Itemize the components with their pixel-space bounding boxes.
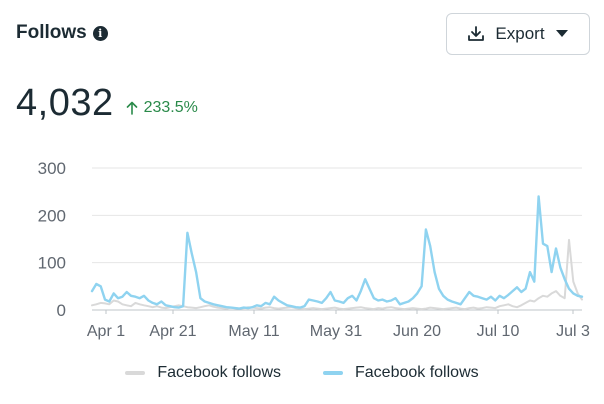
page-title: Follows (16, 22, 87, 43)
legend-item-previous[interactable]: Facebook follows (125, 364, 281, 382)
caret-down-icon (555, 30, 568, 37)
series-line-current (90, 195, 584, 310)
legend-label-current: Facebook follows (355, 364, 479, 381)
legend-swatch-current (323, 371, 343, 375)
y-tick-label: 0 (57, 301, 66, 320)
metric-summary: 4,032 233.5% (16, 82, 198, 125)
x-tick-label: Apr 21 (149, 323, 196, 340)
x-tick-label: Apr 1 (87, 323, 125, 340)
arrow-up-icon (126, 101, 137, 115)
y-tick-label: 300 (38, 159, 66, 178)
metric-value: 4,032 (16, 82, 114, 124)
download-icon (468, 26, 485, 41)
legend-item-current[interactable]: Facebook follows (323, 364, 479, 382)
metric-delta-value: 233.5% (143, 99, 198, 116)
x-tick-label: Jul 3 (556, 323, 590, 340)
legend-label-previous: Facebook follows (157, 364, 281, 381)
legend-swatch-previous (125, 371, 146, 375)
metric-delta: 233.5% (126, 99, 198, 117)
follows-line-chart: 300 200 100 0 Apr 1 Apr 21 May 11 May 31 Jun 20 J… (38, 159, 590, 340)
info-icon[interactable]: i (92, 26, 108, 41)
series-line-previous (91, 238, 583, 311)
x-tick-label: Jul 10 (477, 323, 520, 340)
y-tick-label: 200 (38, 206, 66, 225)
chart-legend: Facebook follows Facebook follows (0, 364, 604, 382)
x-tick-label: May 31 (310, 323, 363, 340)
x-tick-label: Jun 20 (393, 323, 441, 340)
export-button[interactable]: Export (446, 13, 590, 55)
x-tick-label: May 11 (228, 323, 279, 340)
y-tick-label: 100 (38, 254, 66, 273)
chart-header: Follows i (16, 22, 108, 44)
export-label: Export (495, 24, 545, 43)
